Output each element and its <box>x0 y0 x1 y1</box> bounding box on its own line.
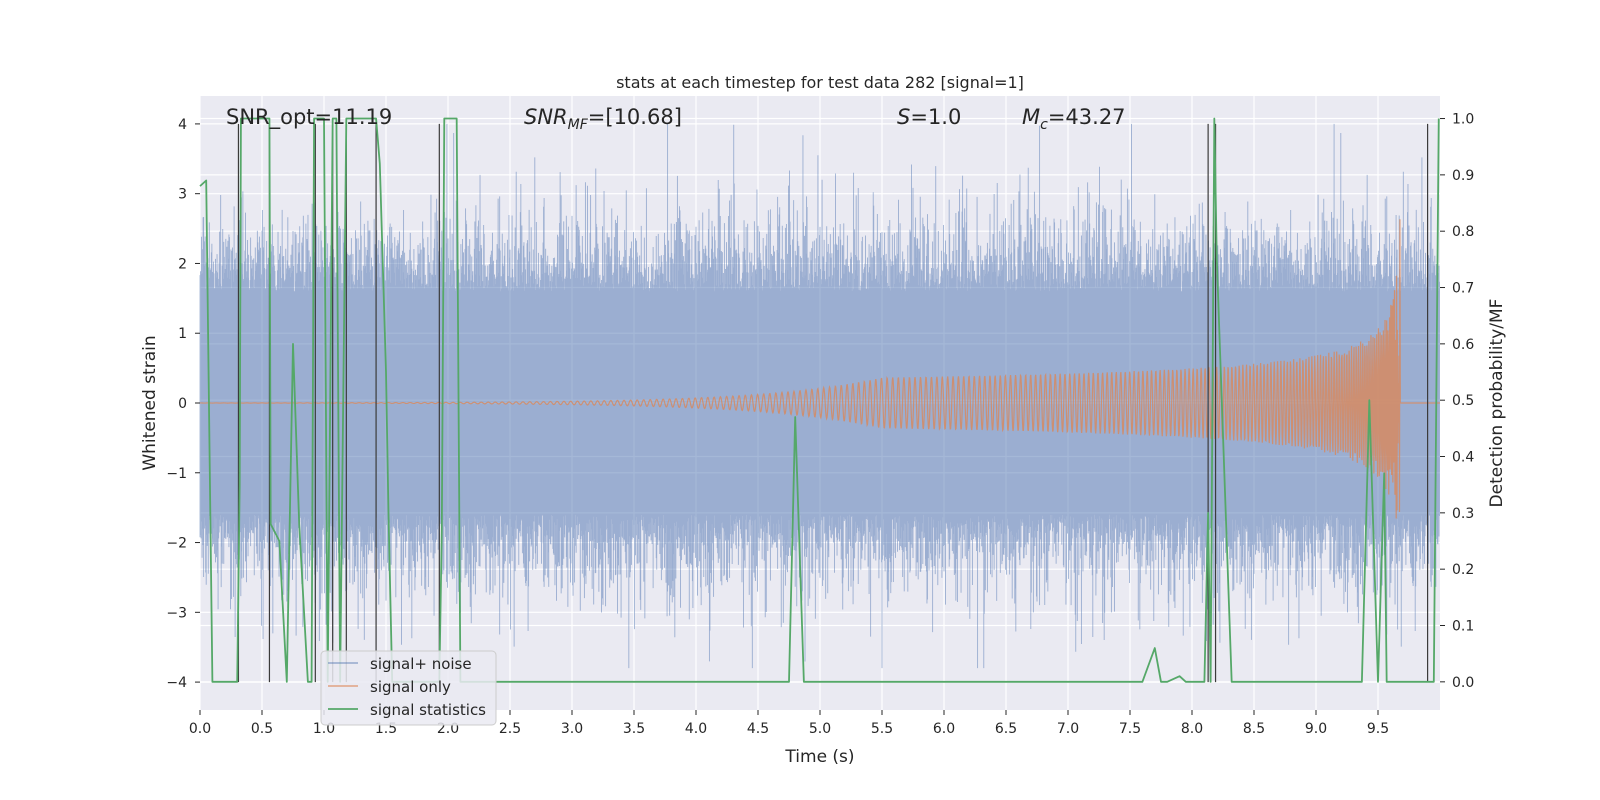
x-tick-label: 4.5 <box>747 721 769 737</box>
y-tick-label-left: 1 <box>178 326 187 342</box>
x-tick-label: 7.5 <box>1119 721 1141 737</box>
x-tick-label: 8.5 <box>1243 721 1265 737</box>
y-tick-label-right: 0.7 <box>1452 281 1474 297</box>
mc-annotation: Mc=43.27 <box>1022 105 1126 133</box>
y-tick-label-right: 1.0 <box>1452 112 1474 128</box>
snr-opt-annotation: SNR_opt=11.19 <box>226 105 392 130</box>
x-tick-label: 0.0 <box>189 721 211 737</box>
y-tick-label-left: −4 <box>166 675 187 691</box>
snr-mf-annotation: SNRMF=[10.68] <box>524 105 682 133</box>
s-var: S <box>897 105 910 129</box>
y-tick-label-right: 0.9 <box>1452 168 1474 184</box>
y-tick-label-left: −2 <box>166 536 187 552</box>
legend-label-noise: signal+ noise <box>370 655 472 673</box>
x-tick-label: 9.5 <box>1367 721 1389 737</box>
right-axis-ticks: 0.0 0.1 0.2 0.3 0.4 0.5 0.6 0.7 0.8 0.9 1.0 <box>1440 112 1474 691</box>
signal-only-trace <box>199 219 1440 519</box>
x-tick-label: 2.5 <box>499 721 521 737</box>
mc-value: =43.27 <box>1048 105 1126 129</box>
x-tick-label: 6.5 <box>995 721 1017 737</box>
left-axis-label: Whitened strain <box>140 335 160 470</box>
y-tick-label-right: 0.1 <box>1452 619 1474 635</box>
y-tick-label-right: 0.2 <box>1452 562 1474 578</box>
x-tick-label: 3.0 <box>561 721 583 737</box>
y-tick-label-left: −3 <box>166 605 187 621</box>
legend-box <box>320 650 497 726</box>
x-tick-label: 3.5 <box>623 721 645 737</box>
x-tick-label: 5.5 <box>871 721 893 737</box>
y-tick-label-right: 0.4 <box>1452 450 1474 466</box>
s-annotation: S=1.0 <box>897 105 961 129</box>
legend-label-stats: signal statistics <box>370 701 486 719</box>
left-axis-ticks: −4 −3 −2 −1 0 1 2 3 4 <box>166 117 200 691</box>
y-tick-label-right: 0.6 <box>1452 337 1474 353</box>
legend: signal+ noise signal only signal statist… <box>320 650 497 726</box>
chart-title: stats at each timestep for test data 282… <box>616 73 1024 92</box>
x-tick-label: 6.0 <box>933 721 955 737</box>
snr-mf-var: SNR <box>524 105 568 129</box>
s-value: =1.0 <box>910 105 961 129</box>
y-tick-label-left: 3 <box>178 187 187 203</box>
x-axis-label: Time (s) <box>784 747 854 767</box>
right-axis-label: Detection probability/MF <box>1487 299 1507 508</box>
signal-only-series <box>199 219 1440 519</box>
y-tick-label-right: 0.5 <box>1452 393 1474 409</box>
y-tick-label-right: 0.8 <box>1452 224 1474 240</box>
y-tick-label-right: 0.3 <box>1452 506 1474 522</box>
y-tick-label-left: 2 <box>178 256 187 272</box>
y-tick-label-left: 0 <box>178 396 187 412</box>
snr-mf-value: =[10.68] <box>588 105 682 129</box>
x-tick-label: 7.0 <box>1057 721 1079 737</box>
legend-label-signal: signal only <box>370 678 451 696</box>
y-tick-label-left: 4 <box>178 117 187 133</box>
y-tick-label-right: 0.0 <box>1452 675 1474 691</box>
snr-mf-sub: MF <box>568 117 589 133</box>
mc-var: M <box>1022 105 1040 129</box>
x-tick-label: 0.5 <box>251 721 273 737</box>
mc-sub: c <box>1040 117 1048 133</box>
x-tick-label: 8.0 <box>1181 721 1203 737</box>
x-tick-label: 4.0 <box>685 721 707 737</box>
x-tick-label: 5.0 <box>809 721 831 737</box>
x-tick-label: 9.0 <box>1305 721 1327 737</box>
y-tick-label-left: −1 <box>166 466 187 482</box>
